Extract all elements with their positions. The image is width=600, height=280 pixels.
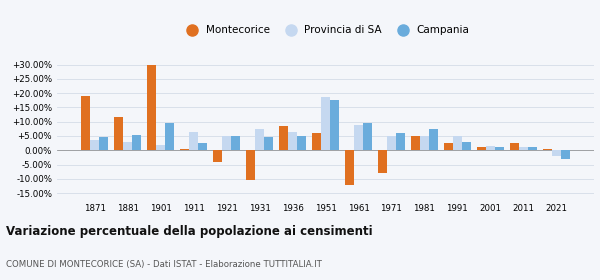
Bar [345, 150, 354, 185]
Bar [189, 132, 198, 150]
Bar [91, 140, 99, 150]
Bar [363, 123, 372, 150]
Text: COMUNE DI MONTECORICE (SA) - Dati ISTAT - Elaborazione TUTTITALIA.IT: COMUNE DI MONTECORICE (SA) - Dati ISTAT … [6, 260, 322, 269]
Bar [222, 136, 231, 150]
Bar [495, 147, 503, 150]
Bar [165, 123, 174, 150]
Bar [115, 117, 123, 150]
Bar [453, 136, 462, 150]
Text: Variazione percentuale della popolazione ai censimenti: Variazione percentuale della popolazione… [6, 225, 373, 238]
Bar [477, 147, 486, 150]
Bar [420, 136, 429, 150]
Bar [279, 126, 288, 150]
Legend: Montecorice, Provincia di SA, Campania: Montecorice, Provincia di SA, Campania [178, 21, 473, 39]
Bar [411, 136, 420, 150]
Bar [264, 137, 273, 150]
Bar [387, 136, 396, 150]
Bar [82, 96, 91, 150]
Bar [444, 143, 453, 150]
Bar [552, 150, 560, 156]
Bar [510, 143, 519, 150]
Bar [330, 100, 339, 150]
Bar [312, 133, 321, 150]
Bar [396, 133, 405, 150]
Bar [354, 125, 363, 150]
Bar [288, 132, 297, 150]
Bar [148, 65, 156, 150]
Bar [99, 137, 108, 150]
Bar [543, 149, 552, 150]
Bar [528, 147, 536, 150]
Bar [297, 136, 306, 150]
Bar [378, 150, 387, 173]
Bar [429, 129, 438, 150]
Bar [321, 97, 330, 150]
Bar [132, 135, 141, 150]
Bar [486, 146, 495, 150]
Bar [156, 144, 165, 150]
Bar [462, 142, 471, 150]
Bar [560, 150, 569, 159]
Bar [123, 142, 132, 150]
Bar [231, 136, 240, 150]
Bar [519, 147, 528, 150]
Bar [180, 149, 189, 150]
Bar [255, 129, 264, 150]
Bar [198, 143, 207, 150]
Bar [213, 150, 222, 162]
Bar [246, 150, 255, 180]
